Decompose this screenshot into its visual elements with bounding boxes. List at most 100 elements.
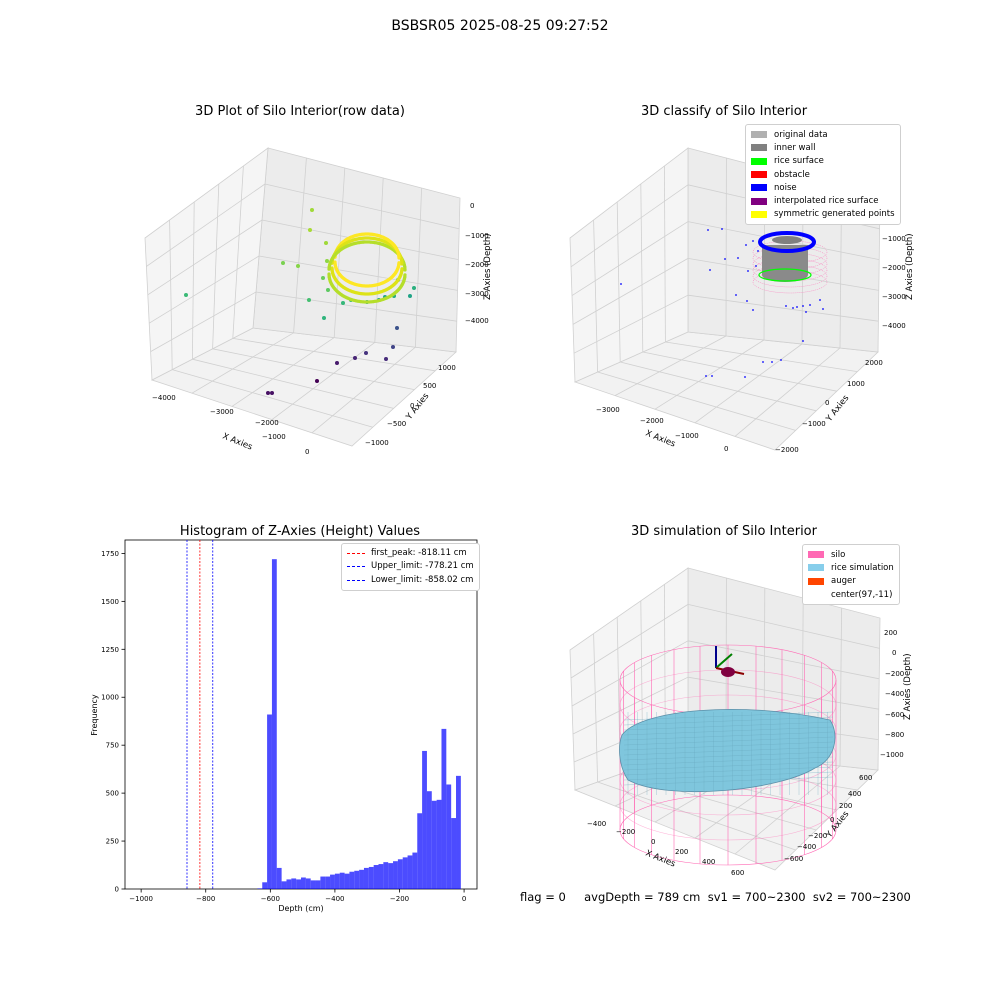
- legend-label: symmetric generated points: [774, 209, 895, 220]
- data-point: [324, 241, 328, 245]
- grid-line: [255, 291, 457, 322]
- data-point: [281, 261, 285, 265]
- rice-mesh-line: [623, 716, 834, 726]
- histogram-y-label: Frequency: [90, 694, 99, 736]
- data-point: [364, 351, 368, 355]
- simulation-legend: silo rice simulation auger center(97,-11…: [802, 544, 900, 606]
- histogram-bar: [368, 866, 374, 889]
- grid-line: [571, 640, 689, 707]
- simulation-x-tick: 400: [702, 858, 715, 866]
- x-tick-label: −1000: [129, 895, 153, 903]
- data-point: [341, 301, 345, 305]
- x-tick-label: −600: [261, 895, 280, 903]
- grid-line: [232, 165, 244, 339]
- simulation-x-tick: −400: [587, 820, 606, 828]
- histogram-bar: [257, 888, 263, 889]
- noise-point: [792, 307, 794, 309]
- grid-line: [687, 604, 880, 649]
- histogram-bar: [301, 877, 306, 889]
- grid-line: [293, 157, 307, 333]
- data-point: [327, 272, 331, 276]
- rice-mesh-line: [623, 731, 834, 741]
- grid-line: [597, 371, 796, 431]
- data-point: [315, 379, 319, 383]
- raw-x-tick: −3000: [210, 408, 234, 416]
- classify-z-tick: −1000: [882, 235, 906, 243]
- data-point: [397, 255, 401, 259]
- grid-line: [146, 183, 266, 267]
- raw-y-tick: −1000: [365, 439, 389, 447]
- simulation-x-tick: 600: [731, 869, 744, 877]
- legend-label: Lower_limit: -858.02 cm: [371, 574, 474, 585]
- noise-point: [721, 228, 723, 230]
- legend-item: rice simulation: [808, 561, 894, 574]
- legend-item: auger: [808, 575, 894, 588]
- classify-x-tick: 0: [724, 445, 728, 453]
- noise-point: [752, 309, 754, 311]
- histogram-bar: [305, 878, 311, 889]
- simulation-x-tick: −200: [616, 828, 635, 836]
- histogram-bar: [451, 818, 457, 889]
- classify-x-tick: −3000: [596, 406, 620, 414]
- grid-line: [232, 338, 436, 372]
- classify-y-tick: −2000: [775, 446, 799, 454]
- grid-line: [172, 369, 373, 428]
- y-tick-label: 0: [115, 886, 119, 894]
- grid-line: [150, 291, 257, 352]
- histogram-bar: [383, 862, 389, 889]
- noise-point: [752, 240, 754, 242]
- histogram-bar: [441, 728, 447, 889]
- grid-line: [148, 255, 260, 324]
- histogram-bar: [262, 882, 268, 889]
- grid-line: [694, 343, 803, 424]
- data-point: [326, 288, 330, 292]
- histogram-bar: [407, 855, 413, 889]
- grid-line: [620, 361, 817, 412]
- legend-label: center(97,-11): [831, 589, 893, 600]
- y-tick-label: 1000: [101, 694, 119, 702]
- rice-mesh-line: [623, 776, 834, 786]
- histogram-bar: [446, 784, 452, 889]
- legend-label: rice surface: [774, 156, 824, 167]
- rice-surface-mark: [758, 268, 812, 282]
- histogram-bar: [412, 852, 418, 889]
- legend-item: symmetric generated points: [751, 208, 895, 221]
- legend-item: rice surface: [751, 155, 895, 168]
- data-point: [308, 228, 312, 232]
- grid-line: [572, 258, 689, 325]
- histogram-bar: [417, 813, 423, 889]
- raw-y-tick: 0: [410, 402, 414, 410]
- data-point: [400, 261, 404, 265]
- classify-z-label: Z Axies (Depth): [905, 233, 915, 300]
- inner-wall-mark: [762, 268, 808, 282]
- simulation-z-tick: −400: [885, 690, 904, 698]
- status-footer: flag = 0 avgDepth = 789 cm sv1 = 700~230…: [520, 890, 911, 904]
- side-pane: [144, 147, 269, 381]
- raw-x-tick: −4000: [152, 394, 176, 402]
- histogram-bar: [281, 881, 287, 889]
- histogram-bar: [393, 861, 398, 889]
- histogram-bar: [402, 857, 408, 889]
- grid-line: [616, 201, 621, 363]
- legend-swatch: [751, 144, 767, 152]
- rice-mesh-line: [623, 751, 834, 761]
- noise-point: [771, 361, 773, 363]
- histogram-bar: [325, 876, 331, 889]
- classify-y-tick: 1000: [847, 380, 865, 388]
- grid-line: [597, 781, 796, 851]
- grid-line: [264, 183, 460, 230]
- grid-line: [570, 184, 689, 268]
- data-point: [335, 361, 339, 365]
- grid-line: [570, 604, 689, 679]
- legend-swatch: [808, 551, 824, 559]
- legend-item: noise: [751, 181, 895, 194]
- y-tick-label: 750: [106, 742, 119, 750]
- legend-item: Upper_limit: -778.21 cm: [347, 560, 474, 573]
- data-point: [412, 286, 416, 290]
- rice-mesh-line: [623, 756, 834, 766]
- grid-line: [169, 219, 173, 370]
- data-point: [333, 260, 337, 264]
- raw-x-tick: 0: [305, 448, 309, 456]
- noise-point: [744, 376, 746, 378]
- noise-point: [809, 304, 811, 306]
